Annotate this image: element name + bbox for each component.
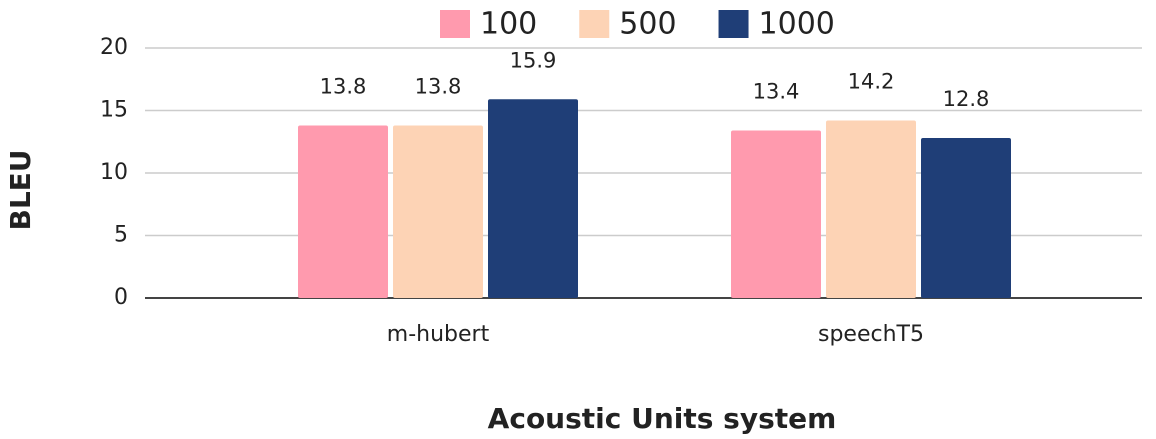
legend-swatch (718, 10, 749, 38)
value-label: 14.2 (848, 70, 895, 94)
y-axis-label: BLEU (4, 149, 37, 230)
legend-swatch (579, 10, 610, 38)
bar (298, 125, 388, 298)
y-tick-label: 10 (100, 160, 128, 185)
legend-swatch (440, 10, 470, 38)
bar (393, 125, 483, 298)
bar (921, 138, 1011, 298)
y-tick-label: 20 (100, 35, 128, 60)
bar (731, 130, 821, 298)
value-label: 13.8 (320, 75, 367, 99)
x-axis-label: Acoustic Units system (488, 402, 837, 435)
value-label: 15.9 (510, 48, 557, 72)
y-tick-label: 0 (114, 285, 128, 310)
legend-label: 500 (619, 7, 676, 42)
bar (488, 99, 578, 298)
bar (826, 120, 916, 298)
legend-label: 1000 (759, 7, 835, 42)
value-label: 12.8 (943, 87, 990, 111)
x-tick-label: m-hubert (387, 322, 490, 347)
y-tick-label: 15 (100, 98, 128, 123)
value-label: 13.4 (753, 80, 800, 104)
legend-label: 100 (480, 7, 537, 42)
y-tick-label: 5 (114, 223, 128, 248)
value-label: 13.8 (415, 75, 462, 99)
x-tick-label: speechT5 (818, 322, 924, 347)
